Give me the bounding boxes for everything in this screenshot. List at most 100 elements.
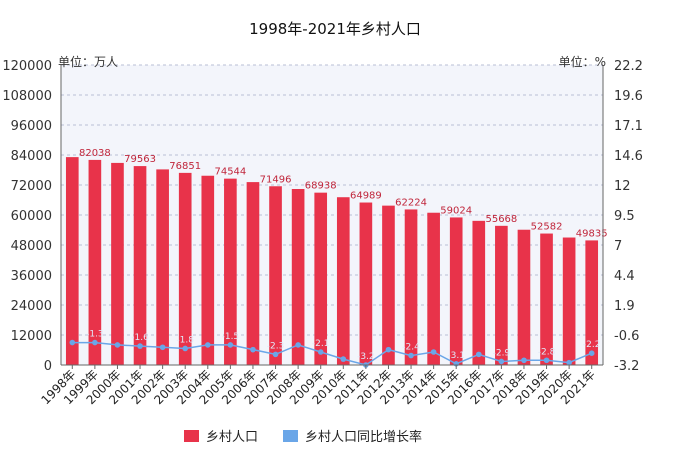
bar-series: 82038 79563 76851 74544 71496 68938 64989 62224… bbox=[65, 148, 608, 365]
growth-rate-point bbox=[114, 342, 121, 348]
grid-lines bbox=[61, 64, 603, 336]
growth-rate-label: -2.1 bbox=[312, 339, 330, 349]
growth-rate-point bbox=[227, 342, 234, 348]
growth-rate-label: -3.2 bbox=[357, 352, 375, 362]
growth-rate-label: -2.9 bbox=[493, 348, 511, 358]
bar-value-label: 62224 bbox=[395, 197, 427, 208]
bar-value-label: 74544 bbox=[214, 167, 246, 178]
growth-rate-point bbox=[204, 342, 211, 348]
growth-rate-point bbox=[430, 349, 437, 355]
growth-rate-point bbox=[137, 343, 143, 349]
growth-rate-point bbox=[92, 339, 98, 346]
growth-rate-label: -2.3 bbox=[267, 341, 285, 351]
growth-rate-label: -1.3 bbox=[86, 330, 104, 340]
bar bbox=[314, 192, 328, 365]
growth-rate-label: -2.8 bbox=[538, 347, 556, 357]
growth-rate-line bbox=[72, 341, 592, 366]
growth-rate-point bbox=[317, 349, 324, 355]
growth-rate-point bbox=[182, 345, 189, 352]
bar bbox=[269, 186, 282, 365]
bar-value-label: 82038 bbox=[79, 148, 111, 159]
growth-rate-label: -1.5 bbox=[222, 332, 240, 342]
growth-rate-point bbox=[340, 356, 347, 362]
left-axis-tick-label: 36000 bbox=[11, 269, 52, 284]
bar-value-label: 79563 bbox=[124, 154, 156, 165]
growth-rate-point bbox=[272, 351, 279, 358]
bar bbox=[246, 182, 260, 365]
left-axis-tick-label: 12000 bbox=[11, 329, 52, 344]
bar bbox=[540, 233, 553, 365]
bar-value-label: 59024 bbox=[440, 205, 472, 216]
axes: 0 -3.2 12000 -0.6 24000 1.9 36000 4.4 48000 7 6000… bbox=[2, 59, 643, 407]
legend-line-label: 乡村人口同比增长率 bbox=[305, 429, 422, 445]
right-axis-tick-label: 19.6 bbox=[614, 89, 643, 104]
right-axis-tick-label: 7 bbox=[614, 239, 622, 254]
right-axis-tick-label: 14.6 bbox=[614, 149, 643, 164]
bar bbox=[336, 197, 350, 365]
bar bbox=[404, 209, 418, 365]
growth-rate-label: -3.1 bbox=[447, 351, 465, 361]
growth-rate-point bbox=[69, 339, 76, 346]
growth-rate-label: -1.8 bbox=[176, 335, 194, 345]
bar bbox=[65, 157, 79, 365]
right-unit-label: 单位：% bbox=[559, 54, 606, 69]
left-unit-label: 单位：万人 bbox=[58, 54, 118, 69]
left-axis-tick-label: 0 bbox=[44, 359, 52, 374]
right-axis-tick-label: -0.6 bbox=[614, 329, 639, 344]
growth-rate-point bbox=[385, 346, 392, 353]
bar bbox=[472, 220, 486, 365]
bar bbox=[449, 217, 463, 365]
bar bbox=[88, 159, 102, 365]
right-axis-tick-label: -3.2 bbox=[614, 359, 639, 374]
bar bbox=[111, 162, 124, 365]
bar bbox=[291, 189, 305, 365]
left-axis-tick-label: 96000 bbox=[11, 119, 52, 134]
growth-rate-point bbox=[498, 358, 505, 365]
growth-rate-point bbox=[521, 357, 527, 364]
chart-title: 1998年-2021年乡村人口 bbox=[249, 20, 421, 38]
growth-rate-point bbox=[408, 352, 414, 359]
bar-value-label: 52582 bbox=[531, 222, 563, 233]
bar-value-label: 55668 bbox=[485, 214, 517, 225]
left-axis-tick-label: 60000 bbox=[11, 209, 52, 224]
right-axis-tick-label: 22.2 bbox=[614, 59, 643, 74]
growth-rate-label: -2.4 bbox=[402, 343, 420, 353]
bar bbox=[359, 202, 373, 365]
right-axis-tick-label: 1.9 bbox=[614, 299, 635, 314]
growth-rate-point bbox=[159, 344, 166, 351]
growth-rate-point bbox=[250, 346, 256, 353]
left-axis-tick-label: 120000 bbox=[2, 59, 52, 74]
line-series: -1.3 -1.6 -1.8 -1.5 -2.3 -2.1 -3.2 -2.4 -3.1 -2.9… bbox=[69, 330, 600, 368]
bar-value-label: 64989 bbox=[350, 191, 382, 202]
bar-value-label: 49835 bbox=[576, 228, 608, 239]
bar-value-label: 71496 bbox=[260, 174, 292, 185]
growth-rate-point bbox=[566, 359, 572, 366]
right-axis-tick-label: 12 bbox=[614, 179, 631, 194]
growth-rate-label: -2.2 bbox=[583, 340, 601, 350]
growth-rate-point bbox=[475, 351, 482, 358]
growth-rate-point bbox=[588, 350, 595, 356]
growth-rate-label: -1.6 bbox=[131, 333, 149, 343]
bar bbox=[585, 240, 599, 365]
left-axis-tick-label: 108000 bbox=[2, 89, 52, 104]
bar bbox=[517, 229, 531, 365]
bar bbox=[201, 175, 215, 365]
bar bbox=[133, 166, 147, 365]
bar bbox=[178, 172, 192, 365]
legend: 乡村人口 乡村人口同比增长率 bbox=[184, 429, 422, 445]
bar bbox=[495, 225, 508, 365]
legend-bar-label: 乡村人口 bbox=[206, 430, 258, 445]
left-axis-tick-label: 84000 bbox=[11, 149, 52, 164]
growth-rate-point bbox=[295, 342, 301, 348]
left-axis-tick-label: 48000 bbox=[11, 239, 52, 254]
right-axis-tick-label: 17.1 bbox=[614, 119, 643, 134]
left-axis-tick-label: 72000 bbox=[11, 179, 52, 194]
bar bbox=[562, 237, 576, 365]
legend-bar-swatch bbox=[184, 430, 199, 442]
bar bbox=[224, 178, 237, 365]
bar bbox=[382, 205, 395, 365]
right-axis-tick-label: 9.5 bbox=[614, 209, 635, 224]
legend-line-swatch bbox=[283, 430, 298, 442]
